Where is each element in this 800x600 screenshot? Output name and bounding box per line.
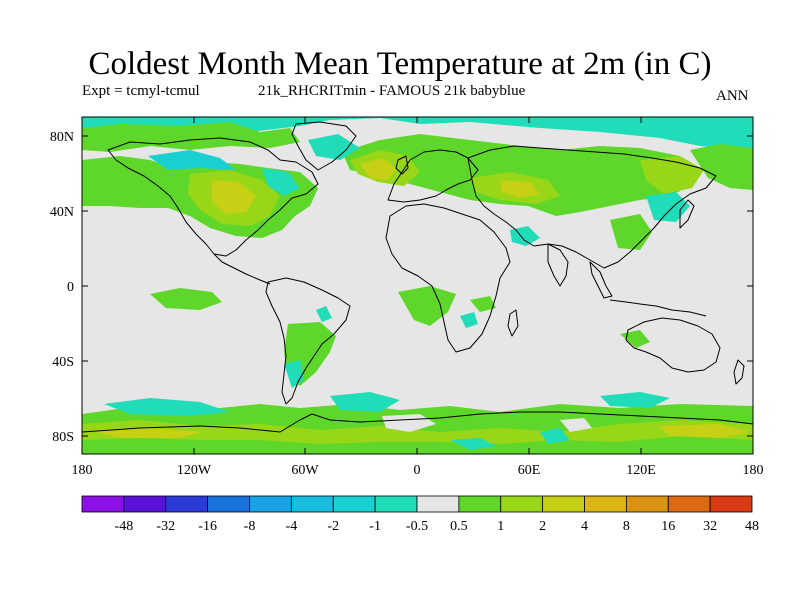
lat-tick-label: 80N [50, 130, 74, 145]
field-indian-ocean [470, 296, 496, 312]
coast-india [547, 243, 569, 287]
colorbar-swatch [332, 495, 376, 513]
colorbar-label: -2 [327, 519, 339, 534]
coastlines [82, 121, 753, 433]
lon-tick-label: 60E [518, 463, 541, 478]
colorbar-swatch [584, 495, 627, 513]
colorbar-label: 1 [497, 519, 504, 534]
colorbar-swatch [165, 495, 209, 513]
colorbar-label: 32 [703, 519, 717, 534]
lon-tick-label: 180 [743, 463, 764, 478]
run-label: 21k_RHCRITmin - FAMOUS 21k babyblue [258, 83, 526, 99]
lon-ticks: 180 120W 60W 0 60E 120E 180 [72, 117, 764, 478]
colorbar-swatch [207, 495, 250, 513]
coast-south-america [265, 277, 351, 405]
lon-tick-label: 120E [626, 463, 656, 478]
colorbar-swatch [542, 495, 585, 513]
coast-madagascar [507, 309, 519, 337]
colorbar-label: -32 [156, 519, 175, 534]
coast-australia [625, 317, 721, 373]
field-southern-cyan-4 [450, 438, 496, 450]
field-arctic-green [82, 122, 300, 152]
coast-indonesia [609, 299, 707, 317]
lat-ticks: 80N 40N 0 40S 80S [50, 130, 753, 445]
colorbar-label: 16 [661, 519, 675, 534]
colorbar-swatch [458, 495, 502, 513]
colorbar-label: 8 [623, 519, 630, 534]
lon-tick-label: 0 [414, 463, 421, 478]
colorbar-swatch [249, 495, 292, 513]
lat-tick-label: 80S [52, 430, 74, 445]
map-panel [82, 117, 753, 454]
lon-tick-label: 180 [72, 463, 93, 478]
field-middle-east-cyan [510, 226, 540, 246]
coast-central-america [213, 253, 271, 285]
colorbar-label: 0.5 [450, 519, 468, 534]
field-east-asia-cyan [646, 192, 690, 222]
experiment-label: Expt = tcmyl-tcmul [82, 83, 200, 99]
coast-japan [679, 199, 695, 229]
colorbar-swatch [500, 495, 544, 513]
field-southern-cyan-5 [540, 428, 570, 444]
lat-tick-label: 0 [67, 280, 74, 295]
field-antarctic-yellow [82, 420, 753, 444]
coast-new-zealand [733, 359, 745, 385]
field-tropical-pacific [150, 288, 222, 310]
field-siberia-warm [500, 180, 540, 198]
lat-tick-label: 40N [50, 205, 74, 220]
field-atlantic-cyan [308, 134, 360, 160]
lat-tick-label: 40S [52, 355, 74, 370]
field-north-america-cyan [148, 150, 236, 170]
coast-antarctica [82, 411, 753, 433]
field-brazil-cyan [316, 306, 332, 322]
colorbar-swatch [290, 495, 334, 513]
field-antarctic-warm-east [660, 424, 750, 438]
lon-tick-label: 60W [291, 463, 319, 478]
colorbar-label: -48 [115, 519, 134, 534]
colorbar-label: 2 [539, 519, 546, 534]
coast-asia [467, 145, 717, 269]
field-southern-cyan-3 [600, 392, 670, 408]
field-southern-gray-2 [560, 418, 592, 432]
colorbar-swatch [374, 495, 418, 513]
colorbar-label: -8 [244, 519, 256, 534]
colorbar-label: 4 [581, 519, 588, 534]
colorbar-swatch [416, 495, 460, 513]
colorbar-label: -4 [286, 519, 298, 534]
colorbar-label: -16 [198, 519, 217, 534]
field-antarctic-warm [90, 428, 200, 438]
field-south-africa-cyan [460, 312, 478, 328]
coast-europe [387, 149, 479, 203]
colorbar-label: -1 [369, 519, 381, 534]
colorbar-label: 48 [745, 519, 759, 534]
colorbar-swatch [709, 495, 753, 513]
field-north-america-warm [212, 180, 256, 214]
coast-africa [385, 203, 511, 353]
field-tropical-atlantic [398, 286, 456, 326]
coast-uk [395, 155, 409, 175]
coast-se-asia [589, 261, 613, 299]
colorbar: -48 -32 -16 -8 -4 -2 -1 -0.5 0.5 1 2 4 8 16 32 48 [81, 495, 759, 534]
coast-greenland [291, 121, 357, 171]
field-arctic-cyan [82, 117, 753, 150]
colorbar-swatch [667, 495, 711, 513]
field-canada-cyan [262, 168, 300, 196]
colorbar-swatch [123, 495, 167, 513]
field-europe-warm [360, 158, 396, 180]
colorbar-swatch [81, 495, 125, 513]
field-southern-cyan-2 [330, 392, 400, 412]
colorbar-label: -0.5 [406, 519, 428, 534]
field-north-pacific-green [690, 144, 753, 190]
coast-north-america [107, 137, 319, 257]
map-title: Coldest Month Mean Temperature at 2m (in… [88, 46, 712, 82]
season-label: ANN [716, 88, 749, 104]
colorbar-swatch [625, 495, 669, 513]
lon-tick-label: 120W [177, 463, 212, 478]
field-southern-cyan-1 [104, 398, 230, 416]
